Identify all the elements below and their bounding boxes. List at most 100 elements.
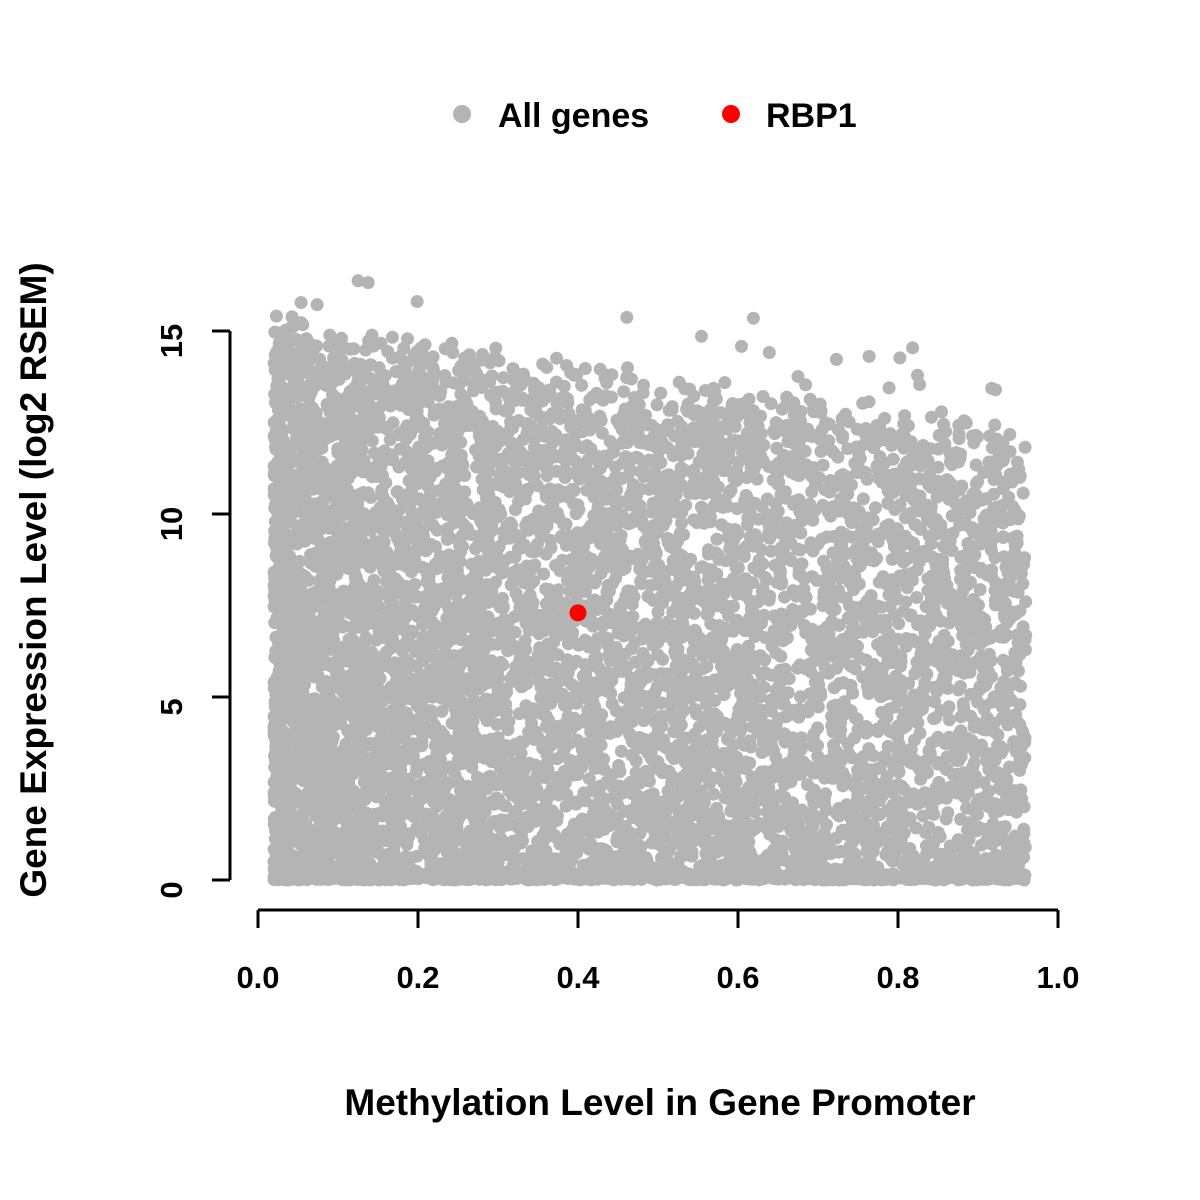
gene-point: [654, 386, 668, 400]
gene-point: [1013, 698, 1027, 712]
gene-point: [892, 737, 906, 751]
gene-point: [836, 429, 850, 443]
gene-point: [688, 702, 702, 716]
gene-point: [582, 640, 596, 654]
gene-point: [856, 492, 870, 506]
gene-point: [516, 432, 530, 446]
gene-point: [557, 379, 571, 393]
gene-point: [881, 804, 895, 817]
gene-point: [705, 631, 719, 645]
gene-point: [545, 602, 559, 616]
gene-point: [805, 485, 819, 499]
gene-point: [361, 857, 374, 871]
gene-point: [376, 731, 390, 745]
gene-point: [478, 734, 492, 748]
gene-point: [829, 352, 843, 366]
gene-point: [946, 768, 960, 782]
gene-point: [823, 587, 837, 601]
gene-point: [904, 535, 917, 549]
gene-point: [988, 418, 1002, 432]
gene-point: [679, 498, 693, 512]
gene-point: [864, 589, 878, 603]
gene-point: [535, 421, 549, 435]
gene-point: [674, 718, 688, 732]
gene-point: [621, 361, 634, 375]
gene-point: [662, 468, 676, 482]
gene-point: [361, 276, 375, 290]
gene-point: [714, 406, 728, 420]
gene-point: [758, 666, 772, 679]
gene-point: [771, 477, 785, 491]
gene-point: [528, 558, 542, 572]
gene-point: [1000, 664, 1014, 678]
gene-point: [534, 852, 548, 866]
gene-point: [909, 518, 923, 532]
gene-point: [747, 678, 761, 692]
gene-point: [1011, 664, 1025, 678]
gene-point: [315, 680, 329, 694]
gene-point: [788, 584, 802, 598]
gene-point: [595, 426, 609, 440]
gene-point: [918, 627, 932, 641]
gene-point: [537, 506, 551, 520]
gene-point: [917, 856, 931, 870]
gene-point: [701, 573, 715, 587]
gene-point: [614, 744, 628, 758]
gene-point: [930, 685, 944, 698]
gene-point: [881, 739, 895, 753]
gene-point: [931, 826, 945, 839]
gene-point: [294, 316, 308, 330]
gene-point: [525, 844, 539, 858]
gene-point: [410, 295, 424, 308]
gene-point: [374, 336, 388, 350]
gene-point: [868, 501, 882, 515]
gene-point: [762, 346, 776, 359]
gene-point: [433, 427, 447, 440]
gene-point: [604, 777, 618, 791]
gene-point: [891, 778, 905, 791]
gene-point: [412, 344, 426, 358]
gene-point: [792, 469, 806, 483]
gene-point: [287, 418, 301, 432]
gene-point: [770, 441, 784, 455]
gene-point: [707, 787, 721, 801]
gene-point: [780, 516, 794, 530]
all-genes-points: [267, 274, 1033, 887]
gene-point: [910, 591, 924, 604]
gene-point: [1008, 539, 1022, 553]
gene-point: [598, 803, 612, 817]
gene-point: [1008, 646, 1022, 660]
gene-point: [496, 371, 510, 385]
gene-point: [413, 492, 427, 506]
gene-point: [755, 616, 768, 630]
gene-point: [924, 410, 938, 424]
gene-point: [294, 296, 308, 309]
gene-point: [792, 567, 806, 581]
gene-point: [837, 708, 851, 721]
gene-point: [525, 468, 539, 482]
gene-point: [342, 632, 356, 646]
gene-point: [314, 546, 328, 560]
gene-point: [911, 368, 924, 382]
gene-point: [678, 382, 692, 396]
gene-point: [832, 571, 846, 585]
gene-point: [805, 570, 819, 584]
gene-point: [862, 349, 876, 363]
gene-point: [694, 784, 708, 798]
gene-point: [893, 351, 907, 365]
gene-point: [579, 667, 593, 681]
gene-point: [578, 658, 592, 672]
gene-point: [794, 526, 808, 540]
gene-point: [1018, 440, 1032, 454]
gene-point: [310, 298, 324, 312]
gene-point: [617, 385, 631, 399]
gene-point: [424, 494, 438, 508]
gene-point: [824, 474, 838, 487]
gene-point: [935, 405, 948, 419]
gene-point: [971, 475, 985, 489]
gene-point: [747, 407, 761, 421]
gene-point: [841, 737, 855, 751]
gene-point: [407, 810, 421, 824]
gene-point: [519, 518, 533, 532]
